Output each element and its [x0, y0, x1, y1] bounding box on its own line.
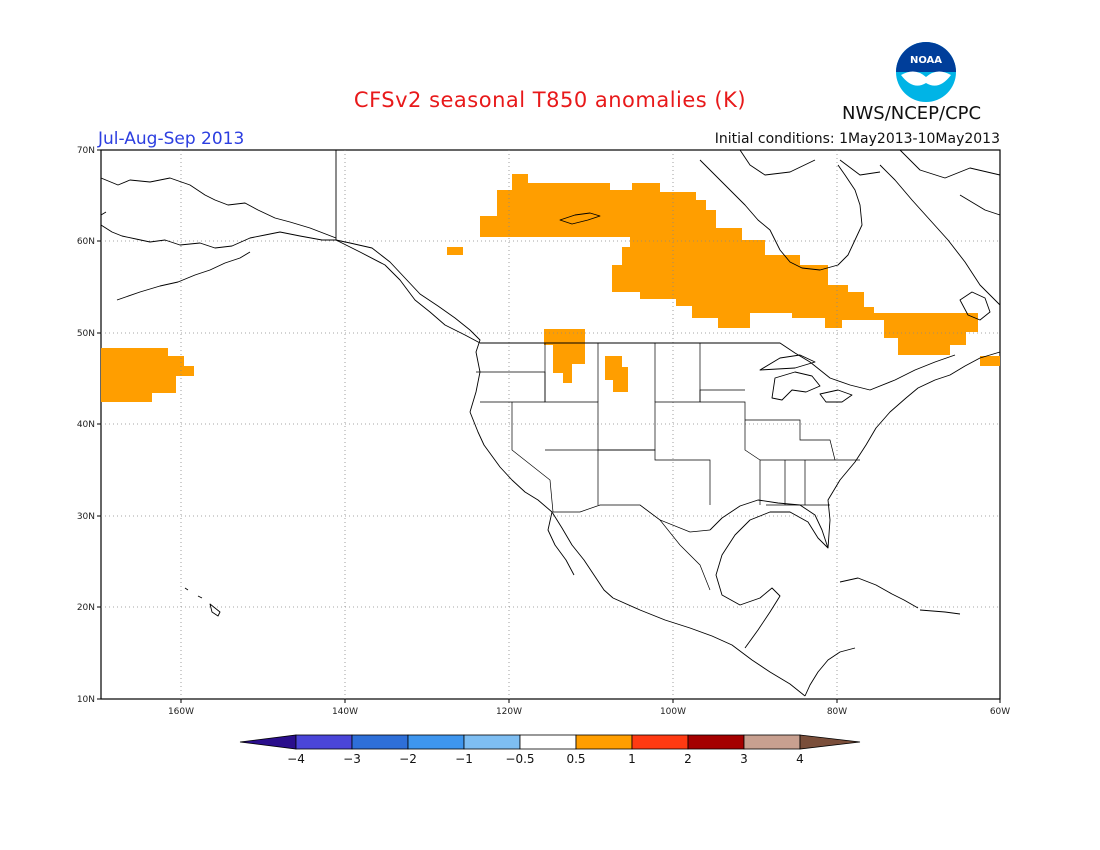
- colorbar-tick-10: 4: [796, 752, 804, 766]
- bc-coast: [335, 239, 481, 413]
- anomaly-nova-scotia: [980, 356, 1000, 366]
- lat-label-50n: 50N: [77, 329, 95, 339]
- colorbar-tick-2: −3: [343, 752, 361, 766]
- lat-label-10n: 10N: [77, 695, 95, 705]
- lat-label-60n: 60N: [77, 237, 95, 247]
- colorbar-bin-6: [575, 734, 633, 750]
- colorbar-bin-3: [407, 734, 465, 750]
- anomaly-canada: [480, 174, 978, 355]
- lon-label-80w: 80W: [827, 707, 847, 717]
- colorbar-tick-8: 2: [684, 752, 692, 766]
- lon-label-60w: 60W: [990, 707, 1010, 717]
- plot-frame: [100, 149, 1001, 700]
- colorbar-tick-4: −1: [455, 752, 473, 766]
- colorbar-tick-6: 0.5: [566, 752, 585, 766]
- colorbar-bin-9: [743, 734, 801, 750]
- colorbar-bin-8: [687, 734, 745, 750]
- colorbar-low-arrow: [239, 734, 297, 750]
- colorbar: [239, 734, 861, 750]
- us-canada-border: [480, 342, 956, 391]
- great-slave-lake: [559, 212, 601, 225]
- newfoundland: [959, 291, 991, 321]
- axis-ticks: [97, 149, 1001, 703]
- map-title: CFSv2 seasonal T850 anomalies (K): [353, 88, 747, 112]
- lat-label-30n: 30N: [77, 512, 95, 522]
- anomaly-pacific: [101, 348, 194, 402]
- colorbar-tick-9: 3: [740, 752, 748, 766]
- colorbar-bin-1: [295, 734, 353, 750]
- colorbar-bin-4: [463, 734, 521, 750]
- mexico-coast-pacific: [612, 597, 806, 697]
- us-west-coast: [469, 411, 614, 599]
- agency-label: NWS/NCEP/CPC: [842, 103, 982, 124]
- colorbar-tick-7: 1: [628, 752, 636, 766]
- hawaii: [184, 587, 221, 617]
- colorbar-bin-2: [351, 734, 409, 750]
- colorbar-tick-3: −2: [399, 752, 417, 766]
- forecast-period: Jul-Aug-Sep 2013: [98, 129, 245, 149]
- lon-label-120w: 120W: [496, 707, 522, 717]
- colorbar-tick-5: −0.5: [505, 752, 534, 766]
- gulf-coast: [709, 499, 829, 649]
- coastlines: [100, 149, 1001, 697]
- baja-california: [547, 511, 575, 576]
- noaa-logo: NOAA: [896, 42, 956, 102]
- hudson-bay: [699, 159, 863, 271]
- colorbar-bin-7: [631, 734, 689, 750]
- anomaly-regions: [101, 174, 1000, 402]
- lat-label-20n: 20N: [77, 603, 95, 613]
- great-lakes: [759, 354, 853, 403]
- alaska-yukon-border: [335, 150, 481, 344]
- cuba-caribbean: [839, 577, 961, 615]
- colorbar-tick-1: −4: [287, 752, 305, 766]
- initial-conditions: Initial conditions: 1May2013-10May2013: [714, 131, 1000, 147]
- state-borders: [476, 343, 860, 591]
- labrador-coast: [879, 164, 1001, 306]
- colorbar-bin-5: [519, 734, 577, 750]
- colorbar-high-arrow: [799, 734, 861, 750]
- alaska-coast: [100, 177, 337, 301]
- us-east-coast: [827, 351, 1001, 549]
- lon-label-100w: 100W: [660, 707, 686, 717]
- anomaly-small-bc: [447, 247, 463, 255]
- anomaly-montana-west: [544, 329, 585, 383]
- lat-label-40n: 40N: [77, 420, 95, 430]
- lon-label-160w: 160W: [168, 707, 194, 717]
- lon-label-140w: 140W: [332, 707, 358, 717]
- noaa-logo-text: NOAA: [910, 55, 942, 66]
- central-america: [804, 647, 856, 697]
- anomaly-montana-east: [605, 356, 628, 392]
- arctic-islands: [739, 149, 1001, 216]
- lat-label-70n: 70N: [77, 146, 95, 156]
